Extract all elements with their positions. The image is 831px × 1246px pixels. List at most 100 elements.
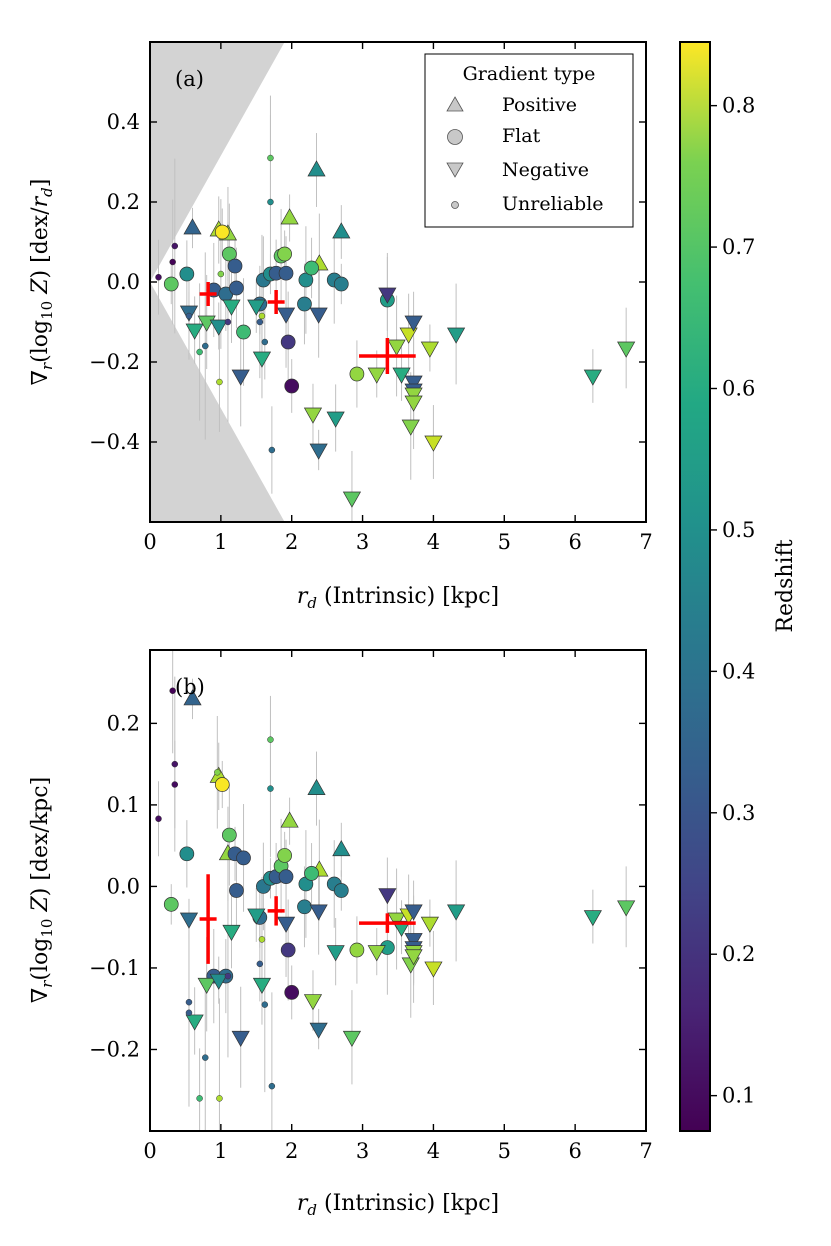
x-ticks-a: 0 1 2 3 4 5 6 7 — [143, 42, 653, 554]
negative-point — [252, 977, 272, 994]
negative-point — [185, 323, 204, 340]
binned-medians-b — [199, 874, 416, 964]
flat-point — [284, 378, 300, 394]
unreliable-point — [171, 242, 179, 250]
flat-point — [163, 276, 179, 292]
flat-point — [298, 272, 314, 288]
negative-point — [387, 339, 406, 356]
unreliable-point — [185, 1009, 193, 1017]
x-axis-label-b: rd (Intrinsic) [kpc] — [297, 1191, 499, 1219]
panel-label-a: (a) — [175, 67, 204, 91]
negative-point — [252, 351, 272, 368]
negative-point — [231, 1030, 250, 1047]
unreliable-point — [196, 348, 203, 356]
negative-point — [342, 1030, 362, 1047]
flat-point — [278, 869, 294, 884]
flat-point — [280, 942, 296, 958]
negative-point — [222, 924, 241, 941]
negative-point — [392, 920, 411, 937]
colorbar-ticks: 0.1 0.2 0.3 0.4 0.5 0.6 0.7 0.8 — [710, 94, 755, 1108]
flat-point — [349, 366, 365, 382]
unreliable-point — [256, 318, 264, 326]
negative-point — [309, 443, 328, 460]
colorbar-tick-label: 0.8 — [722, 94, 755, 118]
unreliable-point — [202, 1054, 209, 1061]
y-ticks-a: −0.4 −0.2 0.0 0.2 0.4 — [89, 110, 646, 454]
unreliable-point — [268, 446, 276, 454]
legend-unreliable-label: Unreliable — [502, 193, 604, 215]
negative-point — [197, 977, 216, 994]
negative-point — [399, 327, 418, 344]
y-ticks-b: −0.2 −0.1 0.0 0.1 0.2 — [89, 711, 646, 1061]
x-tick-label: 3 — [356, 1139, 369, 1163]
unreliable-point — [267, 154, 274, 162]
positive-point — [183, 218, 202, 235]
colorbar-gradient — [679, 41, 711, 1132]
flat-point — [229, 883, 244, 898]
colorbar-tick-label: 0.2 — [722, 942, 755, 966]
unreliable-point — [169, 258, 176, 266]
y-tick-label: −0.2 — [89, 350, 140, 374]
points-a — [155, 154, 636, 508]
x-tick-label: 1 — [214, 1139, 227, 1163]
negative-point — [247, 299, 266, 316]
unreliable-point — [267, 785, 274, 792]
flat-point — [284, 985, 300, 1000]
negative-point — [247, 908, 266, 925]
negative-point — [404, 387, 423, 404]
positive-point — [307, 160, 326, 177]
flat-point — [278, 265, 294, 281]
negative-point — [420, 916, 439, 933]
binned-medians-a — [199, 282, 416, 374]
negative-point — [404, 315, 423, 332]
legend-unreliable-icon — [451, 201, 459, 209]
flat-point — [179, 266, 195, 282]
unreliable-point — [258, 936, 266, 943]
unreliable-point — [268, 1082, 276, 1090]
unreliable-point — [185, 312, 193, 320]
negative-point — [231, 369, 250, 386]
flat-point — [222, 827, 237, 843]
flat-point — [280, 334, 296, 350]
x-tick-label: 6 — [568, 530, 581, 554]
negative-point — [420, 341, 439, 358]
x-tick-label: 1 — [214, 530, 227, 554]
legend: Gradient type Positive Flat Negative Unr… — [424, 53, 634, 228]
x-tick-label: 0 — [143, 530, 156, 554]
unreliable-point — [267, 736, 274, 743]
legend-title: Gradient type — [463, 63, 596, 85]
negative-point — [342, 491, 362, 508]
flat-point — [163, 897, 179, 912]
negative-point — [378, 888, 397, 905]
negative-point — [404, 904, 423, 921]
unreliable-point — [224, 972, 232, 980]
x-tick-label: 2 — [285, 1139, 298, 1163]
unreliable-point — [216, 378, 223, 386]
x-tick-label: 2 — [285, 530, 298, 554]
negative-point — [424, 961, 443, 978]
legend-positive-label: Positive — [502, 94, 577, 116]
negative-point — [209, 973, 228, 990]
points-b — [155, 687, 636, 1102]
y-tick-label: −0.4 — [89, 430, 140, 454]
flat-point — [229, 280, 244, 296]
colorbar-label: Redshift — [773, 539, 798, 632]
negative-point — [404, 375, 423, 392]
negative-point — [326, 411, 345, 428]
x-tick-label: 7 — [639, 1139, 652, 1163]
legend-flat-icon — [447, 129, 463, 145]
negative-point — [447, 327, 466, 344]
y-tick-label: 0.2 — [107, 190, 140, 214]
y-tick-label: 0.0 — [107, 874, 140, 898]
flat-point — [297, 296, 312, 312]
flat-point — [222, 246, 237, 262]
positive-point — [332, 840, 351, 857]
colorbar-tick-label: 0.5 — [722, 518, 755, 542]
unreliable-point — [171, 781, 179, 788]
negative-point — [309, 1022, 328, 1039]
unreliable-point — [171, 760, 179, 768]
flat-point — [304, 260, 319, 276]
flat-point — [236, 850, 251, 866]
